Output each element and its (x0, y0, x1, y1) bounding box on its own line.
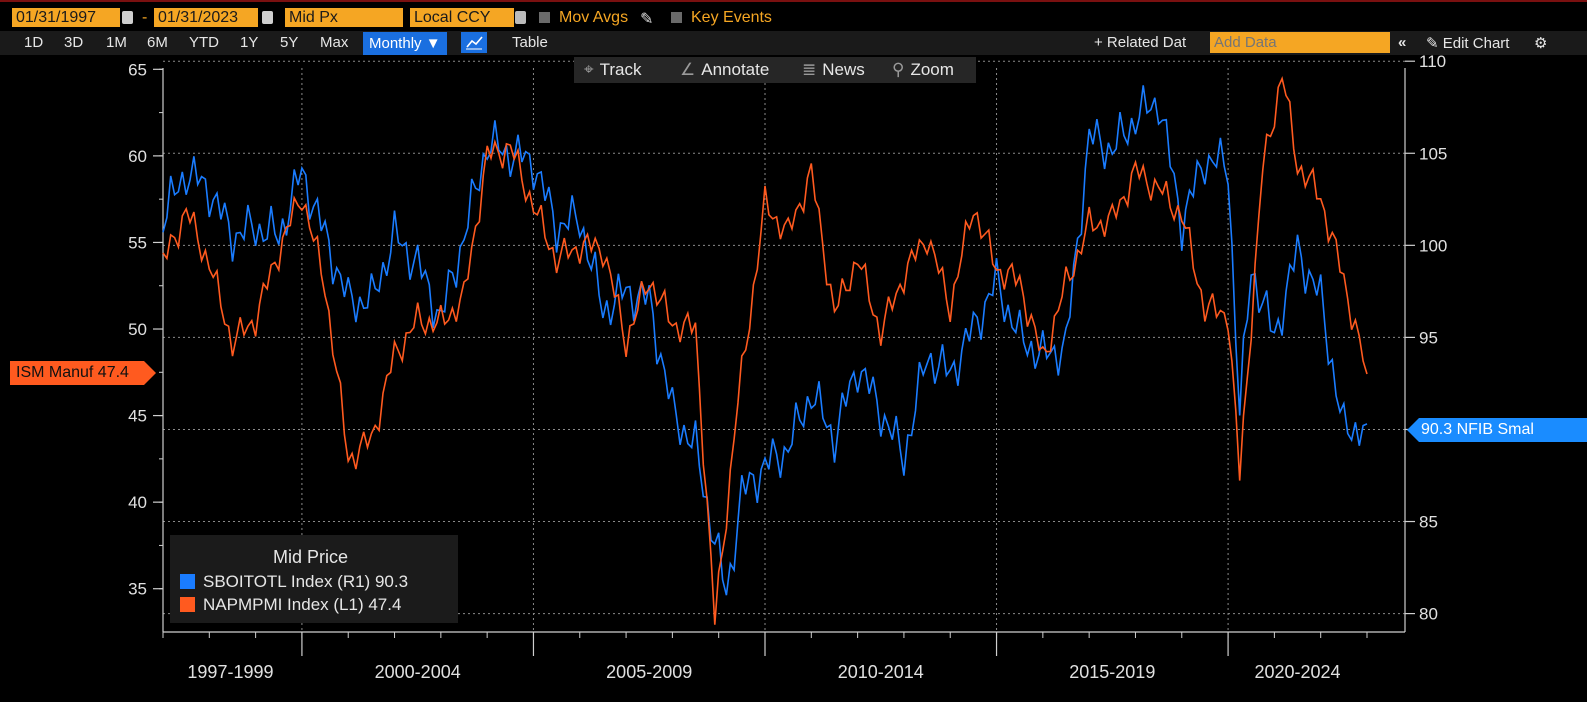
legend-label-nfib: SBOITOTL Index (R1) 90.3 (203, 572, 409, 591)
currency-dropdown-icon[interactable] (515, 11, 526, 24)
magnifier-icon: ⚲ (892, 60, 905, 79)
end-date-field[interactable]: 01/31/2023 (154, 8, 258, 27)
price-field-select[interactable]: Mid Px (285, 8, 403, 27)
frequency-select[interactable]: Monthly ▼ (363, 32, 447, 55)
x-section-label: 2000-2004 (375, 662, 461, 682)
range-ytd[interactable]: YTD (189, 34, 219, 51)
left-tick-label: 60 (128, 147, 147, 166)
crosshair-icon: ⌖ (584, 60, 594, 79)
range-toolbar: 1D 3D 1M 6M YTD 1Y 5Y Max Monthly ▼ Tabl… (0, 31, 1587, 55)
annotate-button[interactable]: ∠ Annotate (680, 60, 769, 80)
security-toolbar: 01/31/1997 - 01/31/2023 Mid Px Local CCY… (0, 6, 1587, 30)
range-1m[interactable]: 1M (106, 34, 127, 51)
x-section-label: 2005-2009 (606, 662, 692, 682)
add-data-input[interactable] (1210, 32, 1390, 53)
legend-swatch-ism (180, 597, 195, 612)
range-max[interactable]: Max (320, 34, 349, 51)
legend-label-ism: NAPMPMI Index (L1) 47.4 (203, 595, 402, 614)
edit-chart-button[interactable]: ✎ Edit Chart (1426, 34, 1509, 52)
collapse-icon[interactable]: « (1398, 34, 1407, 51)
related-data-button[interactable]: + Related Dat (1094, 34, 1187, 51)
news-icon: ≣ (802, 60, 817, 79)
axis-labels: 35404550556065808590951001051101997-1999… (128, 52, 1447, 682)
left-tick-label: 45 (128, 407, 147, 426)
date-separator: - (142, 9, 148, 26)
pencil-icon: ✎ (1426, 35, 1443, 52)
edit-chart-label: Edit Chart (1442, 35, 1510, 52)
x-section-label: 2015-2019 (1069, 662, 1155, 682)
table-button[interactable]: Table (512, 34, 548, 51)
start-date-field[interactable]: 01/31/1997 (12, 8, 120, 27)
ism-last-value-tag: ISM Manuf 47.4 (10, 361, 156, 385)
range-1y[interactable]: 1Y (240, 34, 259, 51)
zoom-label: Zoom (910, 60, 954, 79)
axes (153, 60, 1415, 656)
range-1d[interactable]: 1D (24, 34, 44, 51)
range-6m[interactable]: 6M (147, 34, 168, 51)
x-section-label: 2020-2024 (1254, 662, 1340, 682)
legend[interactable]: Mid Price SBOITOTL Index (R1) 90.3 NAPMP… (170, 535, 458, 623)
key-events-label[interactable]: Key Events (691, 9, 772, 26)
track-label: Track (599, 60, 642, 79)
legend-title: Mid Price (273, 547, 349, 567)
zoom-button[interactable]: ⚲ Zoom (892, 60, 954, 80)
start-calendar-icon[interactable] (122, 11, 133, 24)
left-tick-label: 40 (128, 493, 147, 512)
mov-avgs-label[interactable]: Mov Avgs (559, 9, 629, 26)
track-button[interactable]: ⌖ Track (584, 60, 641, 80)
mov-avgs-checkbox[interactable] (539, 12, 550, 23)
left-tick-label: 50 (128, 320, 147, 339)
chart-tools-bar: ⌖ Track ∠ Annotate ≣ News ⚲ Zoom (574, 57, 976, 83)
top-accent-line (0, 0, 1587, 2)
right-tick-label: 105 (1419, 144, 1447, 163)
news-button[interactable]: ≣ News (802, 60, 865, 80)
left-tick-label: 55 (128, 233, 147, 252)
range-3d[interactable]: 3D (64, 34, 84, 51)
left-tick-label: 35 (128, 580, 147, 599)
left-tick-label: 65 (128, 60, 147, 79)
right-tick-label: 85 (1419, 513, 1438, 532)
x-section-label: 1997-1999 (187, 662, 273, 682)
nfib-series-line (162, 85, 1368, 596)
right-tick-label: 110 (1419, 52, 1446, 71)
annotate-label: Annotate (701, 60, 770, 79)
nfib-last-value-tag: 90.3 NFIB Smal (1407, 418, 1587, 442)
end-calendar-icon[interactable] (262, 11, 273, 24)
gear-icon[interactable]: ⚙ (1534, 35, 1548, 52)
right-tick-label: 95 (1419, 328, 1438, 347)
currency-select[interactable]: Local CCY (410, 8, 514, 27)
legend-item-nfib[interactable]: SBOITOTL Index (R1) 90.3 (180, 572, 408, 592)
x-section-label: 2010-2014 (838, 662, 924, 682)
legend-swatch-nfib (180, 574, 195, 589)
range-5y[interactable]: 5Y (280, 34, 299, 51)
legend-item-ism[interactable]: NAPMPMI Index (L1) 47.4 (180, 595, 401, 615)
annotate-icon: ∠ (680, 60, 696, 79)
pencil-icon[interactable]: ✎ (640, 11, 654, 28)
news-label: News (822, 60, 865, 79)
right-tick-label: 80 (1419, 605, 1438, 624)
line-chart-icon[interactable] (461, 32, 487, 53)
ism-series-line (162, 75, 1368, 625)
key-events-checkbox[interactable] (671, 12, 682, 23)
right-tick-label: 100 (1419, 236, 1447, 255)
series-lines (162, 75, 1368, 625)
